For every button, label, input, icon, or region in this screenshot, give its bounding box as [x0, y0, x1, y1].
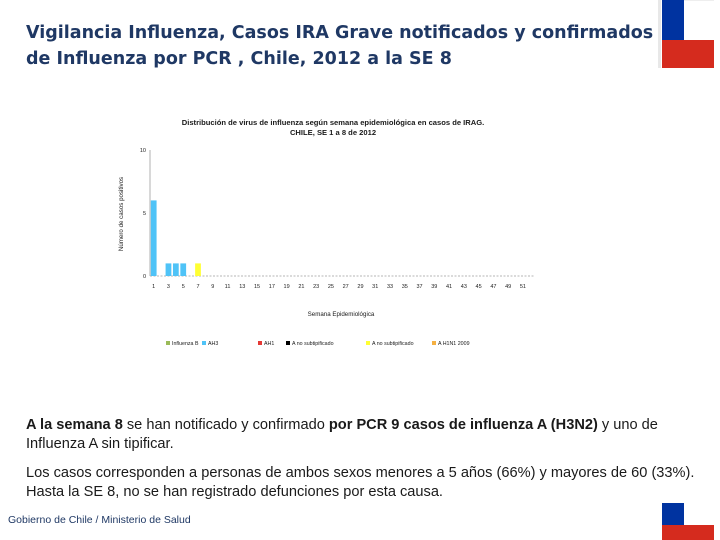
x-tick-label: 5: [182, 284, 185, 290]
x-tick-label: 25: [328, 284, 334, 290]
x-tick-label: 17: [269, 284, 275, 290]
summary-cases: por PCR 9 casos de influenza A (H3N2): [328, 417, 598, 433]
x-tick-label: 43: [461, 284, 467, 290]
x-tick-label: 11: [225, 284, 231, 290]
x-tick-label: 9: [211, 284, 214, 290]
legend-swatch: [166, 341, 170, 345]
summary-week: A la semana 8: [26, 417, 123, 433]
chile-flag-logo-bottom: [662, 503, 714, 540]
bar: [165, 263, 172, 276]
legend-swatch: [366, 341, 370, 345]
x-tick-label: 13: [239, 284, 245, 290]
x-tick-label: 41: [446, 284, 452, 290]
legend-swatch: [258, 341, 262, 345]
legend-label: A no subtipificado: [292, 341, 334, 347]
x-tick-label: 47: [490, 284, 496, 290]
x-tick-label: 19: [284, 284, 290, 290]
slide-title: Vigilancia Influenza, Casos IRA Grave no…: [26, 23, 654, 69]
x-tick-label: 3: [167, 284, 170, 290]
summary-end: y uno de Influenza A sin tipificar.: [26, 417, 658, 452]
x-tick-label: 51: [520, 284, 526, 290]
x-tick-label: 37: [416, 284, 422, 290]
legend-swatch: [432, 341, 436, 345]
bar: [180, 263, 187, 276]
x-tick-label: 15: [254, 284, 260, 290]
paragraph-demographics: Los casos corresponden a personas de amb…: [26, 465, 695, 500]
legend-swatch: [286, 341, 290, 345]
y-tick-label: 10: [140, 148, 146, 154]
x-tick-label: 45: [476, 284, 482, 290]
chart-x-axis-label: Semana Epidemiológica: [308, 311, 375, 318]
influenza-bar-chart: Distribución de virus de influenza según…: [110, 110, 540, 360]
summary-middle: se han notificado y confirmado: [122, 417, 329, 433]
x-tick-label: 21: [298, 284, 304, 290]
bar: [172, 263, 179, 276]
x-tick-label: 29: [357, 284, 363, 290]
legend-label: AH1: [264, 341, 274, 347]
legend-label: A H1N1 2009: [438, 341, 470, 347]
bar: [195, 263, 201, 276]
x-tick-label: 23: [313, 284, 319, 290]
x-tick-label: 33: [387, 284, 393, 290]
x-tick-label: 31: [372, 284, 378, 290]
x-tick-label: 1: [152, 284, 155, 290]
legend-swatch: [202, 341, 206, 345]
bar: [150, 200, 157, 276]
x-tick-label: 7: [196, 284, 199, 290]
x-tick-label: 49: [505, 284, 511, 290]
chart-subtitle: CHILE, SE 1 a 8 de 2012: [290, 128, 376, 137]
y-tick-label: 0: [143, 274, 146, 280]
footer-ministry: Gobierno de Chile / Ministerio de Salud: [8, 514, 191, 526]
y-tick-label: 5: [143, 211, 146, 217]
x-tick-label: 39: [431, 284, 437, 290]
paragraph-summary: A la semana 8 se han notificado y confir…: [26, 416, 696, 454]
x-tick-label: 27: [343, 284, 349, 290]
legend-label: AH3: [208, 341, 218, 347]
chile-flag-logo-top: [658, 0, 714, 68]
chart-y-axis-label: Número de casos positivos: [118, 177, 125, 251]
chart-title: Distribución de virus de influenza según…: [182, 118, 485, 127]
x-tick-label: 35: [402, 284, 408, 290]
legend-label: Influenza B: [172, 341, 199, 347]
legend-label: A no subtipificado: [372, 341, 414, 347]
